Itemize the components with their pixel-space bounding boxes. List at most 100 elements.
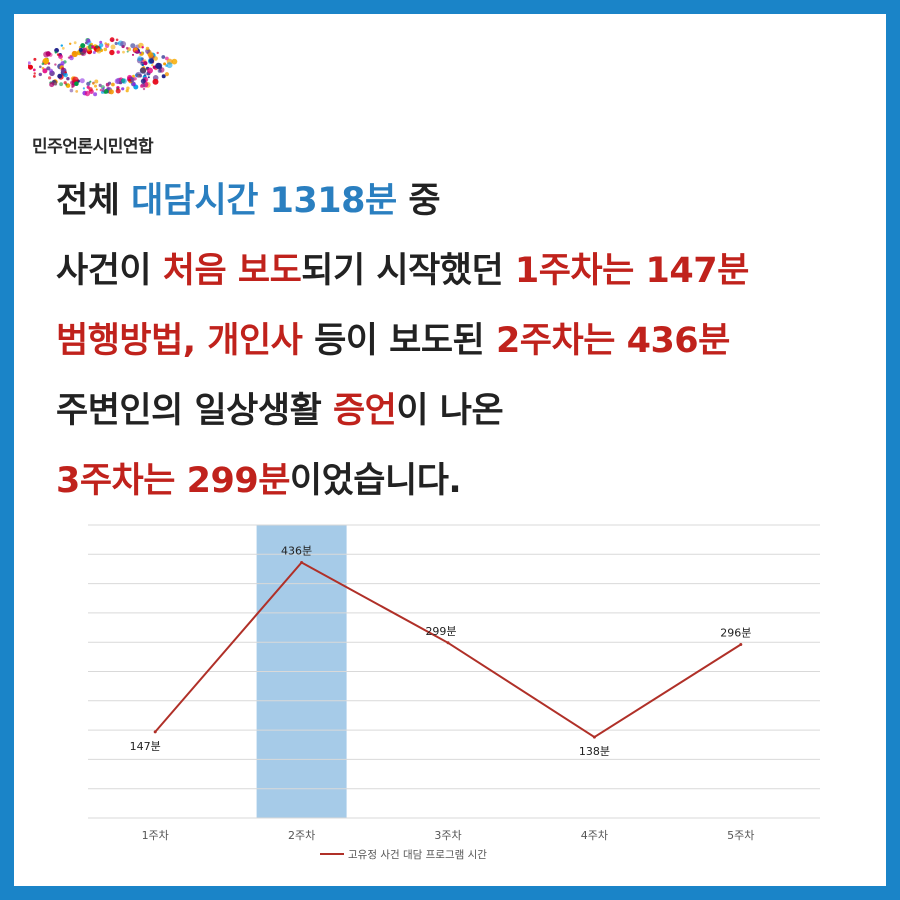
logo-dot	[46, 66, 51, 71]
logo-dot	[152, 78, 159, 85]
logo-dot	[125, 89, 129, 93]
logo-dot	[143, 61, 148, 66]
logo-dot	[99, 88, 103, 92]
logo-dot	[151, 64, 154, 67]
headline: 전체 대담시간 1318분 중 사건이 처음 보도되기 시작했던 1주차는 147…	[56, 172, 749, 522]
logo-dot	[48, 76, 52, 80]
headline-line: 주변인의 일상생활 증언이 나온	[56, 382, 749, 452]
logo-dot	[60, 44, 63, 47]
headline-segment: 3주차는 299분	[56, 461, 290, 501]
logo-dot	[132, 82, 136, 86]
logo-dot	[107, 81, 112, 85]
logo-dot	[71, 50, 78, 58]
x-tick-label: 2주차	[288, 829, 315, 842]
logo-dot	[132, 74, 135, 78]
headline-segment: 증언	[332, 391, 397, 431]
logo-dot	[57, 73, 63, 79]
logo-dot	[39, 65, 42, 69]
logo-dot	[103, 91, 107, 94]
logo-dot	[117, 42, 120, 45]
logo-dot	[75, 90, 79, 93]
logo-dot	[79, 78, 85, 84]
logo-dot	[64, 71, 67, 74]
logo-dot	[147, 67, 153, 74]
logo-dot	[103, 47, 108, 52]
logo-dot	[63, 72, 68, 78]
logo-dot	[120, 41, 127, 47]
logo-dot	[101, 89, 105, 92]
logo-dot	[33, 75, 36, 78]
headline-segment: 2주차는 436분	[495, 321, 730, 361]
logo-dot	[171, 58, 178, 65]
data-label: 138분	[579, 745, 610, 758]
headline-segment: 전체	[56, 181, 132, 221]
logo-dot	[71, 86, 74, 89]
logo-dot	[142, 87, 146, 91]
legend-label: 고유정 사건 대담 프로그램 시간	[348, 849, 487, 861]
x-tick-label: 1주차	[142, 829, 169, 842]
logo-dot	[128, 78, 131, 82]
logo-dot	[116, 50, 120, 54]
headline-segment: 중	[396, 181, 441, 221]
headline-segment: 1주차는 147분	[514, 251, 749, 291]
logo-dot	[140, 78, 146, 84]
logo-dot	[86, 85, 90, 89]
logo-dot	[72, 76, 79, 83]
logo-dot	[92, 51, 96, 54]
logo-dot	[42, 68, 48, 74]
logo-dot	[156, 51, 159, 55]
data-label: 147분	[130, 740, 161, 753]
logo-dot	[41, 62, 45, 66]
logo-dot	[140, 61, 145, 66]
logo-dot	[121, 78, 127, 84]
logo-dot	[111, 39, 114, 42]
logo-dot	[38, 72, 42, 77]
series-line	[154, 561, 742, 739]
logo-dot	[115, 88, 121, 94]
logo-dot	[111, 82, 115, 87]
logo-dot	[60, 58, 63, 61]
logo-dot	[157, 68, 162, 73]
headline-segment: 되기 시작했던	[301, 251, 515, 291]
logo-dot	[89, 80, 92, 83]
logo-dot	[110, 44, 116, 50]
logo-dot	[74, 81, 79, 86]
logo-dot	[59, 82, 63, 87]
logo-dot	[96, 48, 102, 54]
logo-dot	[114, 41, 118, 46]
logo-dot	[102, 87, 105, 90]
logo-dot	[163, 62, 167, 66]
logo-dot	[145, 46, 150, 51]
headline-line: 범행방법, 개인사 등이 보도된 2주차는 436분	[56, 312, 749, 382]
logo-dot	[28, 64, 29, 67]
logo-dot	[69, 88, 74, 93]
logo-dot	[125, 46, 129, 50]
logo-dot	[58, 54, 63, 59]
headline-segment: 등이 보도된	[302, 321, 496, 361]
logo-dot	[49, 68, 53, 73]
logo-dot	[140, 84, 144, 88]
logo-dot	[166, 62, 173, 69]
logo-dot	[33, 57, 37, 61]
logo-dot	[32, 68, 36, 72]
logo-dot	[82, 87, 85, 90]
logo-dot	[91, 45, 95, 49]
logo-dot	[108, 89, 114, 95]
logo-dot	[53, 82, 58, 86]
logo-dot	[63, 81, 67, 85]
logo-dot	[92, 82, 95, 85]
logo-dot	[158, 65, 163, 70]
logo-dot	[33, 72, 36, 75]
headline-segment: 대담시간 1318분	[131, 181, 397, 221]
logo-dot	[141, 46, 144, 49]
headline-segment: 주변인의 일상생활	[56, 391, 333, 431]
data-point	[592, 735, 596, 739]
headline-line: 전체 대담시간 1318분 중	[56, 172, 749, 242]
logo-dot	[137, 56, 143, 62]
logo-dot	[132, 53, 134, 56]
logo-dot	[115, 38, 119, 42]
logo-dot	[122, 50, 125, 54]
logo-dot	[153, 56, 158, 61]
logo-dot	[121, 87, 125, 91]
